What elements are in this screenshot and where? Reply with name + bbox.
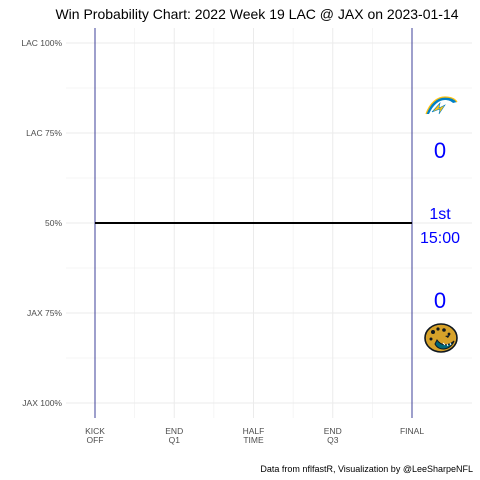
game-clock: 15:00 xyxy=(420,230,460,247)
x-tick-label: FINAL xyxy=(400,426,424,436)
x-tick-label-line2: Q3 xyxy=(327,435,339,445)
y-tick-label: LAC 100% xyxy=(21,38,62,48)
x-tick-label: END xyxy=(165,426,183,436)
away-score: 0 xyxy=(434,138,446,163)
y-tick-label: JAX 75% xyxy=(27,308,62,318)
game-quarter: 1st xyxy=(429,206,451,223)
x-tick-label: END xyxy=(324,426,342,436)
x-tick-label-line2: Q1 xyxy=(169,435,181,445)
x-tick-label: HALF xyxy=(243,426,265,436)
x-tick-label: KICK xyxy=(85,426,105,436)
x-tick-label-line2: OFF xyxy=(87,435,104,445)
chart-title: Win Probability Chart: 2022 Week 19 LAC … xyxy=(55,6,458,22)
home-score: 0 xyxy=(434,288,446,313)
y-tick-label: 50% xyxy=(45,218,62,228)
chargers-bolt-logo xyxy=(425,96,458,115)
y-tick-label: LAC 75% xyxy=(26,128,62,138)
jaguars-head-logo xyxy=(424,323,458,353)
y-axis-ticks: LAC 100% LAC 75% 50% JAX 75% JAX 100% xyxy=(21,38,62,408)
x-tick-label-line2: TIME xyxy=(243,435,264,445)
chart-caption: Data from nflfastR, Visualization by @Le… xyxy=(260,464,473,474)
y-tick-label: JAX 100% xyxy=(22,398,62,408)
